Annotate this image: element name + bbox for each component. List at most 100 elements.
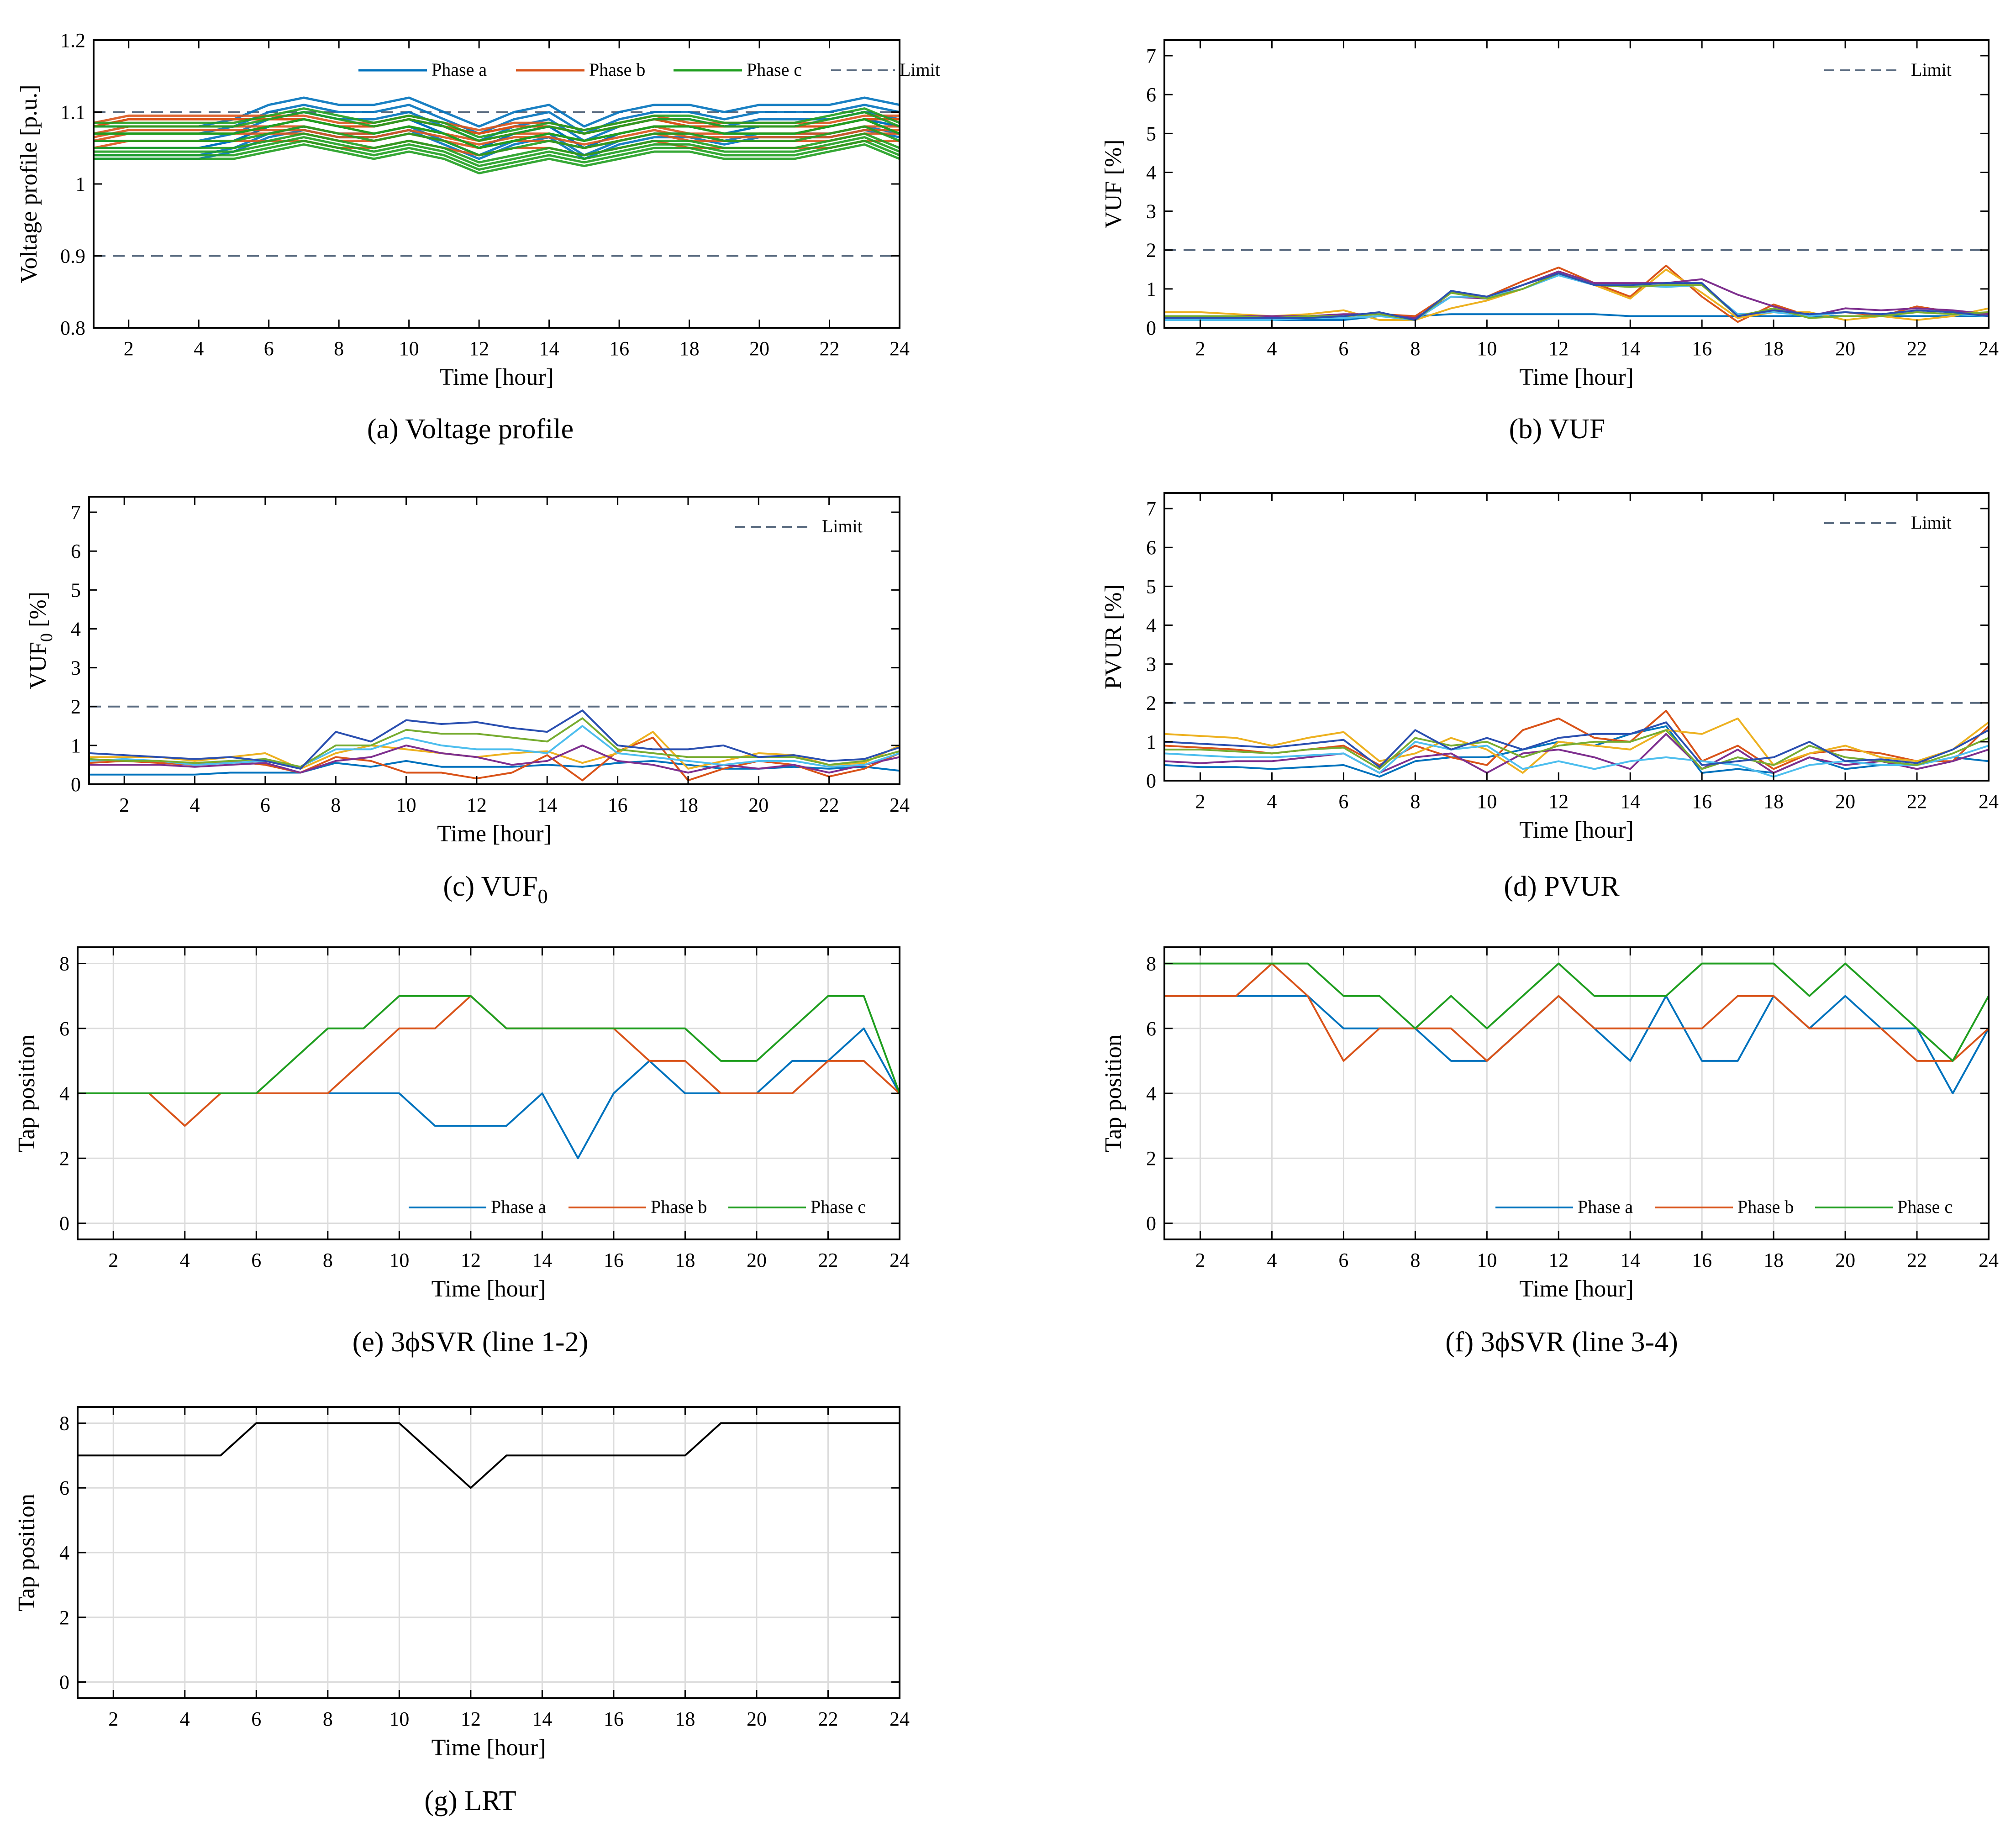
y-tick-label: 4 <box>1146 614 1156 636</box>
x-tick-label: 2 <box>1195 790 1205 813</box>
panel-caption-main: (b) VUF <box>1509 414 1605 445</box>
y-tick-label: 0 <box>71 773 81 796</box>
y-tick-label: 3 <box>1146 653 1156 676</box>
series-line-bus-7 <box>1164 272 1989 321</box>
legend-label: Phase b <box>1737 1197 1794 1217</box>
x-tick-label: 22 <box>1907 790 1927 813</box>
x-tick-label: 8 <box>323 1249 333 1271</box>
x-tick-label: 24 <box>890 794 910 816</box>
x-tick-label: 22 <box>1907 337 1927 360</box>
x-tick-label: 2 <box>124 337 134 360</box>
x-tick-label: 14 <box>532 1708 552 1730</box>
series-line-phase-b <box>1164 962 1990 1062</box>
x-axis-label: Time [hour] <box>432 1276 546 1302</box>
axes-frame <box>1163 492 1990 782</box>
panel-caption: (b) VUF <box>1509 414 1605 445</box>
panel-caption-main: (e) 3ϕSVR (line 1-2) <box>353 1327 588 1358</box>
y-tick-label: 6 <box>59 1018 69 1040</box>
x-tick-label: 2 <box>108 1249 118 1271</box>
panel-caption: (a) Voltage profile <box>367 414 574 445</box>
y-tick-label: 4 <box>59 1542 69 1564</box>
x-tick-label: 6 <box>260 794 270 816</box>
x-tick-label: 8 <box>1410 1249 1420 1271</box>
x-tick-label: 6 <box>1338 790 1348 813</box>
y-axis-label-main: Tap position <box>1100 1034 1126 1152</box>
y-tick-label: 3 <box>1146 200 1156 223</box>
x-tick-label: 4 <box>1267 790 1277 813</box>
y-tick-label: 8 <box>59 953 69 975</box>
y-tick-label: 5 <box>71 579 81 601</box>
series-line-phase-c <box>94 125 900 157</box>
x-tick-label: 24 <box>1979 790 1999 813</box>
legend-label: Phase c <box>1897 1197 1953 1217</box>
series-line-phase-c <box>78 995 900 1094</box>
y-tick-label: 2 <box>59 1606 69 1629</box>
y-tick-label: 8 <box>59 1412 69 1434</box>
x-tick-label: 2 <box>1195 1249 1205 1271</box>
y-tick-label: 0.8 <box>60 317 85 339</box>
series-line-phase-b <box>78 995 900 1127</box>
series-line-phase-a <box>1164 995 1990 1094</box>
x-tick-label: 16 <box>609 337 629 360</box>
y-tick-label: 1 <box>1146 278 1156 300</box>
panel-caption-main: (f) 3ϕSVR (line 3-4) <box>1445 1327 1678 1358</box>
y-axis-label-main: VUF <box>25 642 51 689</box>
y-axis-label-main: Tap position <box>14 1034 40 1152</box>
x-tick-label: 18 <box>1763 337 1784 360</box>
y-tick-label: 4 <box>59 1082 69 1105</box>
x-tick-label: 16 <box>1692 790 1712 813</box>
y-tick-label: 0 <box>1146 1212 1156 1234</box>
x-tick-label: 14 <box>1620 337 1640 360</box>
y-axis-label: Tap position <box>14 1494 40 1611</box>
x-tick-label: 10 <box>1477 790 1497 813</box>
x-tick-label: 4 <box>1267 1249 1277 1271</box>
x-tick-label: 18 <box>1763 1249 1784 1271</box>
x-tick-label: 24 <box>890 337 910 360</box>
panel-caption-main: (c) VUF <box>443 871 537 902</box>
x-tick-label: 22 <box>818 1708 838 1730</box>
x-tick-label: 4 <box>194 337 204 360</box>
x-tick-label: 12 <box>1548 337 1569 360</box>
y-tick-label: 1 <box>71 735 81 757</box>
y-axis-label-subscript: 0 <box>37 633 56 642</box>
y-tick-label: 0.9 <box>60 245 85 268</box>
y-axis-label-main: Voltage profile [p.u.] <box>16 84 42 283</box>
y-tick-label: 6 <box>1146 536 1156 559</box>
x-tick-label: 20 <box>747 1249 767 1271</box>
y-tick-label: 1.1 <box>60 101 85 124</box>
y-tick-label: 0 <box>1146 317 1156 339</box>
y-tick-label: 7 <box>1146 498 1156 520</box>
x-tick-label: 20 <box>747 1708 767 1730</box>
y-tick-label: 6 <box>1146 1018 1156 1040</box>
panel-caption-main: (d) PVUR <box>1504 871 1620 902</box>
series-line-bus-6 <box>1164 729 1989 770</box>
x-tick-label: 4 <box>190 794 200 816</box>
y-tick-label: 2 <box>71 696 81 718</box>
y-axis-label-suffix: [%] <box>25 592 51 633</box>
x-tick-label: 18 <box>675 1249 695 1271</box>
x-tick-label: 10 <box>399 337 419 360</box>
y-tick-label: 1 <box>75 173 85 195</box>
series-line-bus-7 <box>89 709 900 770</box>
x-tick-label: 12 <box>1548 1249 1569 1271</box>
x-tick-label: 4 <box>180 1249 190 1271</box>
x-tick-label: 14 <box>1620 790 1640 813</box>
x-tick-label: 14 <box>539 337 559 360</box>
x-tick-label: 18 <box>679 337 700 360</box>
x-tick-label: 14 <box>1620 1249 1640 1271</box>
panel-caption: (d) PVUR <box>1504 871 1620 902</box>
x-tick-label: 4 <box>1267 337 1277 360</box>
y-axis-label: VUF0 [%] <box>25 592 56 689</box>
panel-caption: (e) 3ϕSVR (line 1-2) <box>353 1327 588 1358</box>
panel-caption-subscript: 0 <box>538 885 548 908</box>
x-tick-label: 6 <box>1338 1249 1348 1271</box>
x-tick-label: 8 <box>323 1708 333 1730</box>
y-tick-label: 2 <box>59 1147 69 1170</box>
x-tick-label: 16 <box>604 1708 624 1730</box>
x-tick-label: 10 <box>389 1708 409 1730</box>
x-tick-label: 12 <box>1548 790 1569 813</box>
x-tick-label: 10 <box>1477 337 1497 360</box>
